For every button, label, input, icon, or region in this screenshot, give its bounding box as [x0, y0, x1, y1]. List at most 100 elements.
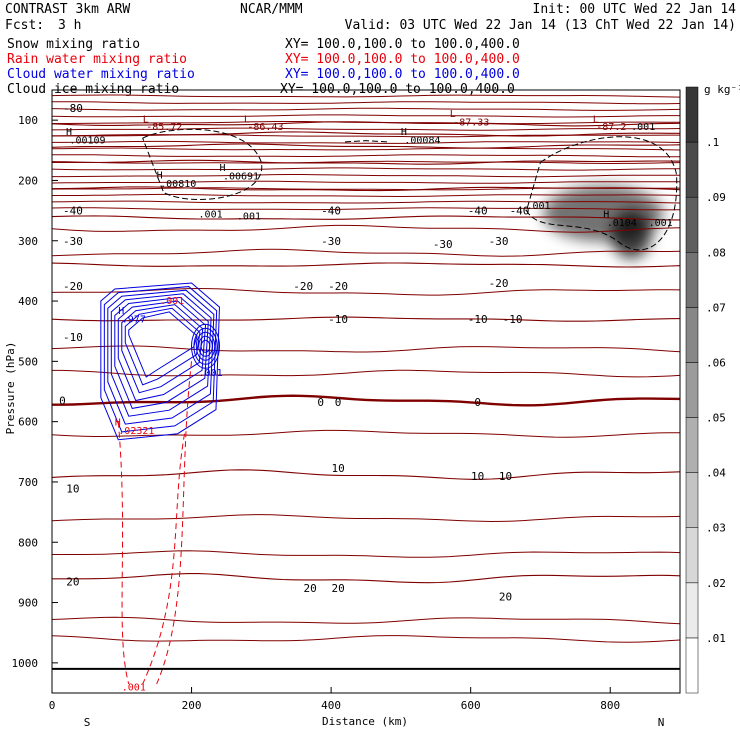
colorbar-swatch — [685, 307, 699, 363]
temperature-label: -20 — [489, 277, 509, 290]
y-tick-label: 800 — [18, 536, 38, 549]
x-tick-label: 400 — [321, 699, 341, 712]
temperature-contour-line — [52, 616, 680, 625]
temperature-label: -40 — [468, 205, 488, 218]
rain-legend-label: Rain water mixing ratio — [7, 52, 187, 67]
extremum-label: .00691 — [223, 172, 259, 183]
stratospheric-isotherm-line — [52, 174, 680, 178]
extremum-label: .001 — [631, 122, 655, 133]
cloud-water-contour-line — [117, 300, 207, 402]
extremum-label: H — [401, 127, 407, 138]
snow-shading-layer — [543, 185, 664, 259]
temperature-label: 20 — [66, 575, 79, 588]
plot-frame — [51, 89, 681, 694]
snow-legend-xy: XY= 100.0,100.0 to 100.0,400.0 — [285, 37, 520, 52]
colorbar-tick-label: .06 — [706, 356, 726, 369]
stratospheric-isotherm-line — [52, 180, 680, 184]
extremum-label: -87.33 — [453, 117, 489, 128]
temperature-label: -40 — [321, 205, 341, 218]
colorbar-tick-label: .07 — [706, 301, 726, 314]
extremum-label: .0104 — [607, 218, 637, 229]
temperature-label: -30 — [321, 235, 341, 248]
colorbar-swatch — [685, 141, 699, 198]
temperature-contour-line — [52, 369, 680, 378]
temperature-label: -20 — [293, 280, 313, 293]
temperature-label: 0 — [474, 396, 481, 409]
field-legend: Snow mixing ratio XY= 100.0,100.0 to 100… — [7, 37, 520, 97]
colorbar-swatch — [685, 582, 699, 639]
stratospheric-isotherm-line — [52, 114, 680, 118]
extremum-label: H — [66, 127, 72, 138]
x-tick-label: 800 — [600, 699, 620, 712]
extremum-label: .001 — [122, 682, 146, 693]
temperature-label: -10 — [328, 313, 348, 326]
rain-legend-xy: XY= 100.0,100.0 to 100.0,400.0 — [285, 52, 520, 67]
cloud-water-contour-line — [100, 282, 220, 441]
temperature-label: -40 — [63, 205, 83, 218]
organization-label: NCAR/MMM — [240, 2, 303, 17]
rain-contour-line — [156, 361, 193, 685]
temperature-contours — [52, 94, 680, 643]
extremum-label: .001 — [199, 368, 223, 379]
extremum-label: .02321 — [118, 426, 154, 437]
temperature-label: 0 — [335, 396, 342, 409]
temperature-contour-line — [52, 514, 680, 523]
colorbar-swatch — [685, 196, 699, 253]
cloud-water-contour-line — [107, 289, 215, 425]
temperature-label: 20 — [331, 582, 344, 595]
forecast-hour: 3 h — [58, 18, 81, 33]
stratospheric-isotherm-line — [52, 121, 680, 125]
extrema-labels: L-85.72L-86.43L-87.33 L-87.2.001H.00109H.… — [66, 109, 673, 693]
temperature-label: -80 — [63, 102, 83, 115]
colorbar-tick-label: .1 — [706, 136, 719, 149]
colorbar-tick-label: .09 — [706, 191, 726, 204]
stratospheric-isotherm-line — [52, 94, 680, 98]
stratospheric-isotherm-line — [52, 147, 680, 151]
colorbar-tick-label: .03 — [706, 522, 726, 535]
temperature-contour-line — [52, 287, 680, 296]
stratospheric-isotherm-line — [52, 200, 680, 204]
x-tick-label: 0 — [49, 699, 56, 712]
extremum-label: H — [219, 163, 225, 174]
extremum-label: -86.43 — [247, 122, 283, 133]
model-title: CONTRAST 3km ARW — [5, 2, 130, 17]
extremum-label: L — [450, 109, 456, 120]
extremum-label: L — [143, 114, 149, 125]
stratospheric-isotherm-line — [52, 187, 680, 191]
stratospheric-isotherm-line — [52, 193, 680, 198]
extremum-label: .00084 — [404, 135, 440, 146]
snow-contour-line — [142, 128, 263, 200]
cloud-water-contour-line — [124, 307, 201, 386]
temperature-contour-line — [52, 429, 680, 438]
temperature-contour-line — [52, 262, 680, 268]
temperature-contour-line — [52, 635, 680, 643]
temperature-contour-line — [52, 573, 680, 584]
cloud-water-contour-line — [198, 335, 213, 357]
snow-shading-core — [611, 210, 652, 259]
cloud-water-contours — [100, 282, 221, 441]
rain-water-contours — [117, 361, 193, 685]
x-tick-label: 600 — [461, 699, 481, 712]
stratospheric-isotherm-line — [52, 127, 680, 131]
temperature-contour-line — [52, 215, 680, 221]
cloud-water-contour-line — [191, 323, 221, 369]
extremum-label: L — [593, 114, 599, 125]
forecast-label: Fcst: — [5, 18, 44, 33]
temperature-contour-line — [52, 550, 680, 558]
valid-time: Valid: 03 UTC Wed 22 Jan 14 (13 ChT Wed … — [345, 18, 736, 33]
colorbar-swatch — [685, 362, 699, 418]
colorbar-tick-label: .08 — [706, 246, 726, 259]
snow-legend-label: Snow mixing ratio — [7, 37, 140, 52]
snow-contours — [142, 128, 678, 251]
cloud-water-contour-line — [121, 304, 204, 394]
y-tick-label: 1000 — [12, 657, 39, 670]
contour-labels: -80 -40 -40 -40 -40 -30 -30 -30 -30 -20 -20 -20 -20 -… — [59, 102, 529, 603]
temperature-label: 10 — [66, 483, 79, 496]
y-axis-title: Pressure (hPa) — [4, 342, 17, 435]
temperature-label: 20 — [304, 582, 317, 595]
temperature-label: -30 — [433, 238, 453, 251]
temperature-label: -30 — [489, 235, 509, 248]
y-tick-label: 500 — [18, 355, 38, 368]
